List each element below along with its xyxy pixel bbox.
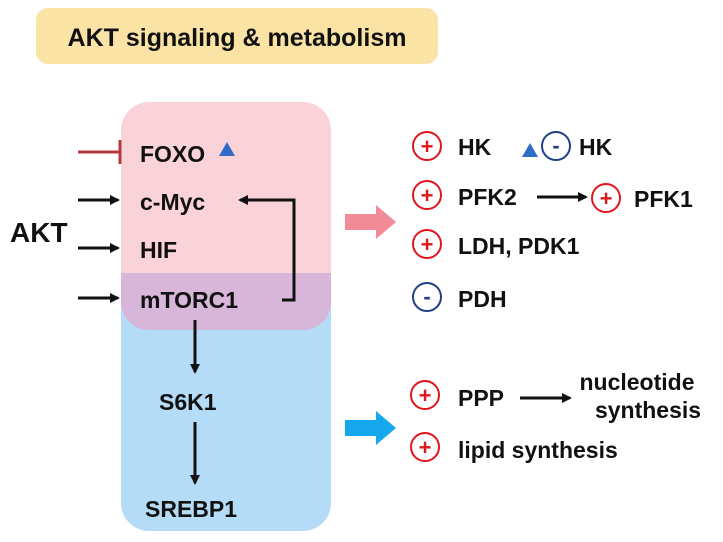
nucleotide-label: nucleotide: [579, 369, 694, 395]
plus-circle-icon: [412, 229, 442, 259]
effect-label: HK: [458, 134, 492, 160]
diagram-title: AKT signaling & metabolism: [68, 24, 407, 52]
effect-label: LDH, PDK1: [458, 233, 580, 259]
title-badge: [36, 8, 438, 64]
synthesis-label: synthesis: [595, 397, 701, 423]
minus-circle-icon: [541, 131, 571, 161]
mtorc1-label: mTORC1: [140, 287, 238, 313]
plus-circle-icon: [410, 380, 440, 410]
minus-sign: -: [552, 133, 559, 158]
plus-circle-icon: [412, 131, 442, 161]
cmyc-label: c-Myc: [140, 189, 205, 215]
minus-sign: -: [423, 284, 430, 309]
minus-circle-icon: [412, 282, 442, 312]
akt-label: AKT: [10, 217, 68, 248]
effect-label: PFK2: [458, 184, 517, 210]
s6k1-label: S6K1: [159, 389, 217, 415]
feedback-mtorc1-cmyc: [238, 195, 296, 302]
plus-sign: +: [421, 183, 434, 208]
lower-blue-box: [121, 273, 331, 531]
hk-triangle-icon: [522, 143, 538, 157]
effect-label: PPP: [458, 385, 504, 411]
srebp1-label: SREBP1: [145, 496, 237, 522]
plus-sign: +: [421, 232, 434, 257]
foxo-triangle-icon: [219, 142, 235, 156]
hif-label: HIF: [140, 237, 177, 263]
effect-label: PDH: [458, 286, 507, 312]
plus-sign: +: [421, 134, 434, 159]
effect-label: PFK1: [634, 186, 693, 212]
plus-circle-icon: [410, 432, 440, 462]
foxo-label: FOXO: [140, 141, 205, 167]
plus-sign: +: [419, 435, 432, 460]
effect-label: lipid synthesis: [458, 437, 618, 463]
pink-pathway-arrow: [345, 205, 396, 239]
plus-circle-icon: [412, 180, 442, 210]
plus-circle-icon: [591, 183, 621, 213]
effect-label: HK: [579, 134, 613, 160]
plus-sign: +: [600, 186, 613, 211]
blue-pathway-arrow: [345, 411, 396, 445]
overlap-fill: [121, 273, 331, 301]
plus-sign: +: [419, 383, 432, 408]
